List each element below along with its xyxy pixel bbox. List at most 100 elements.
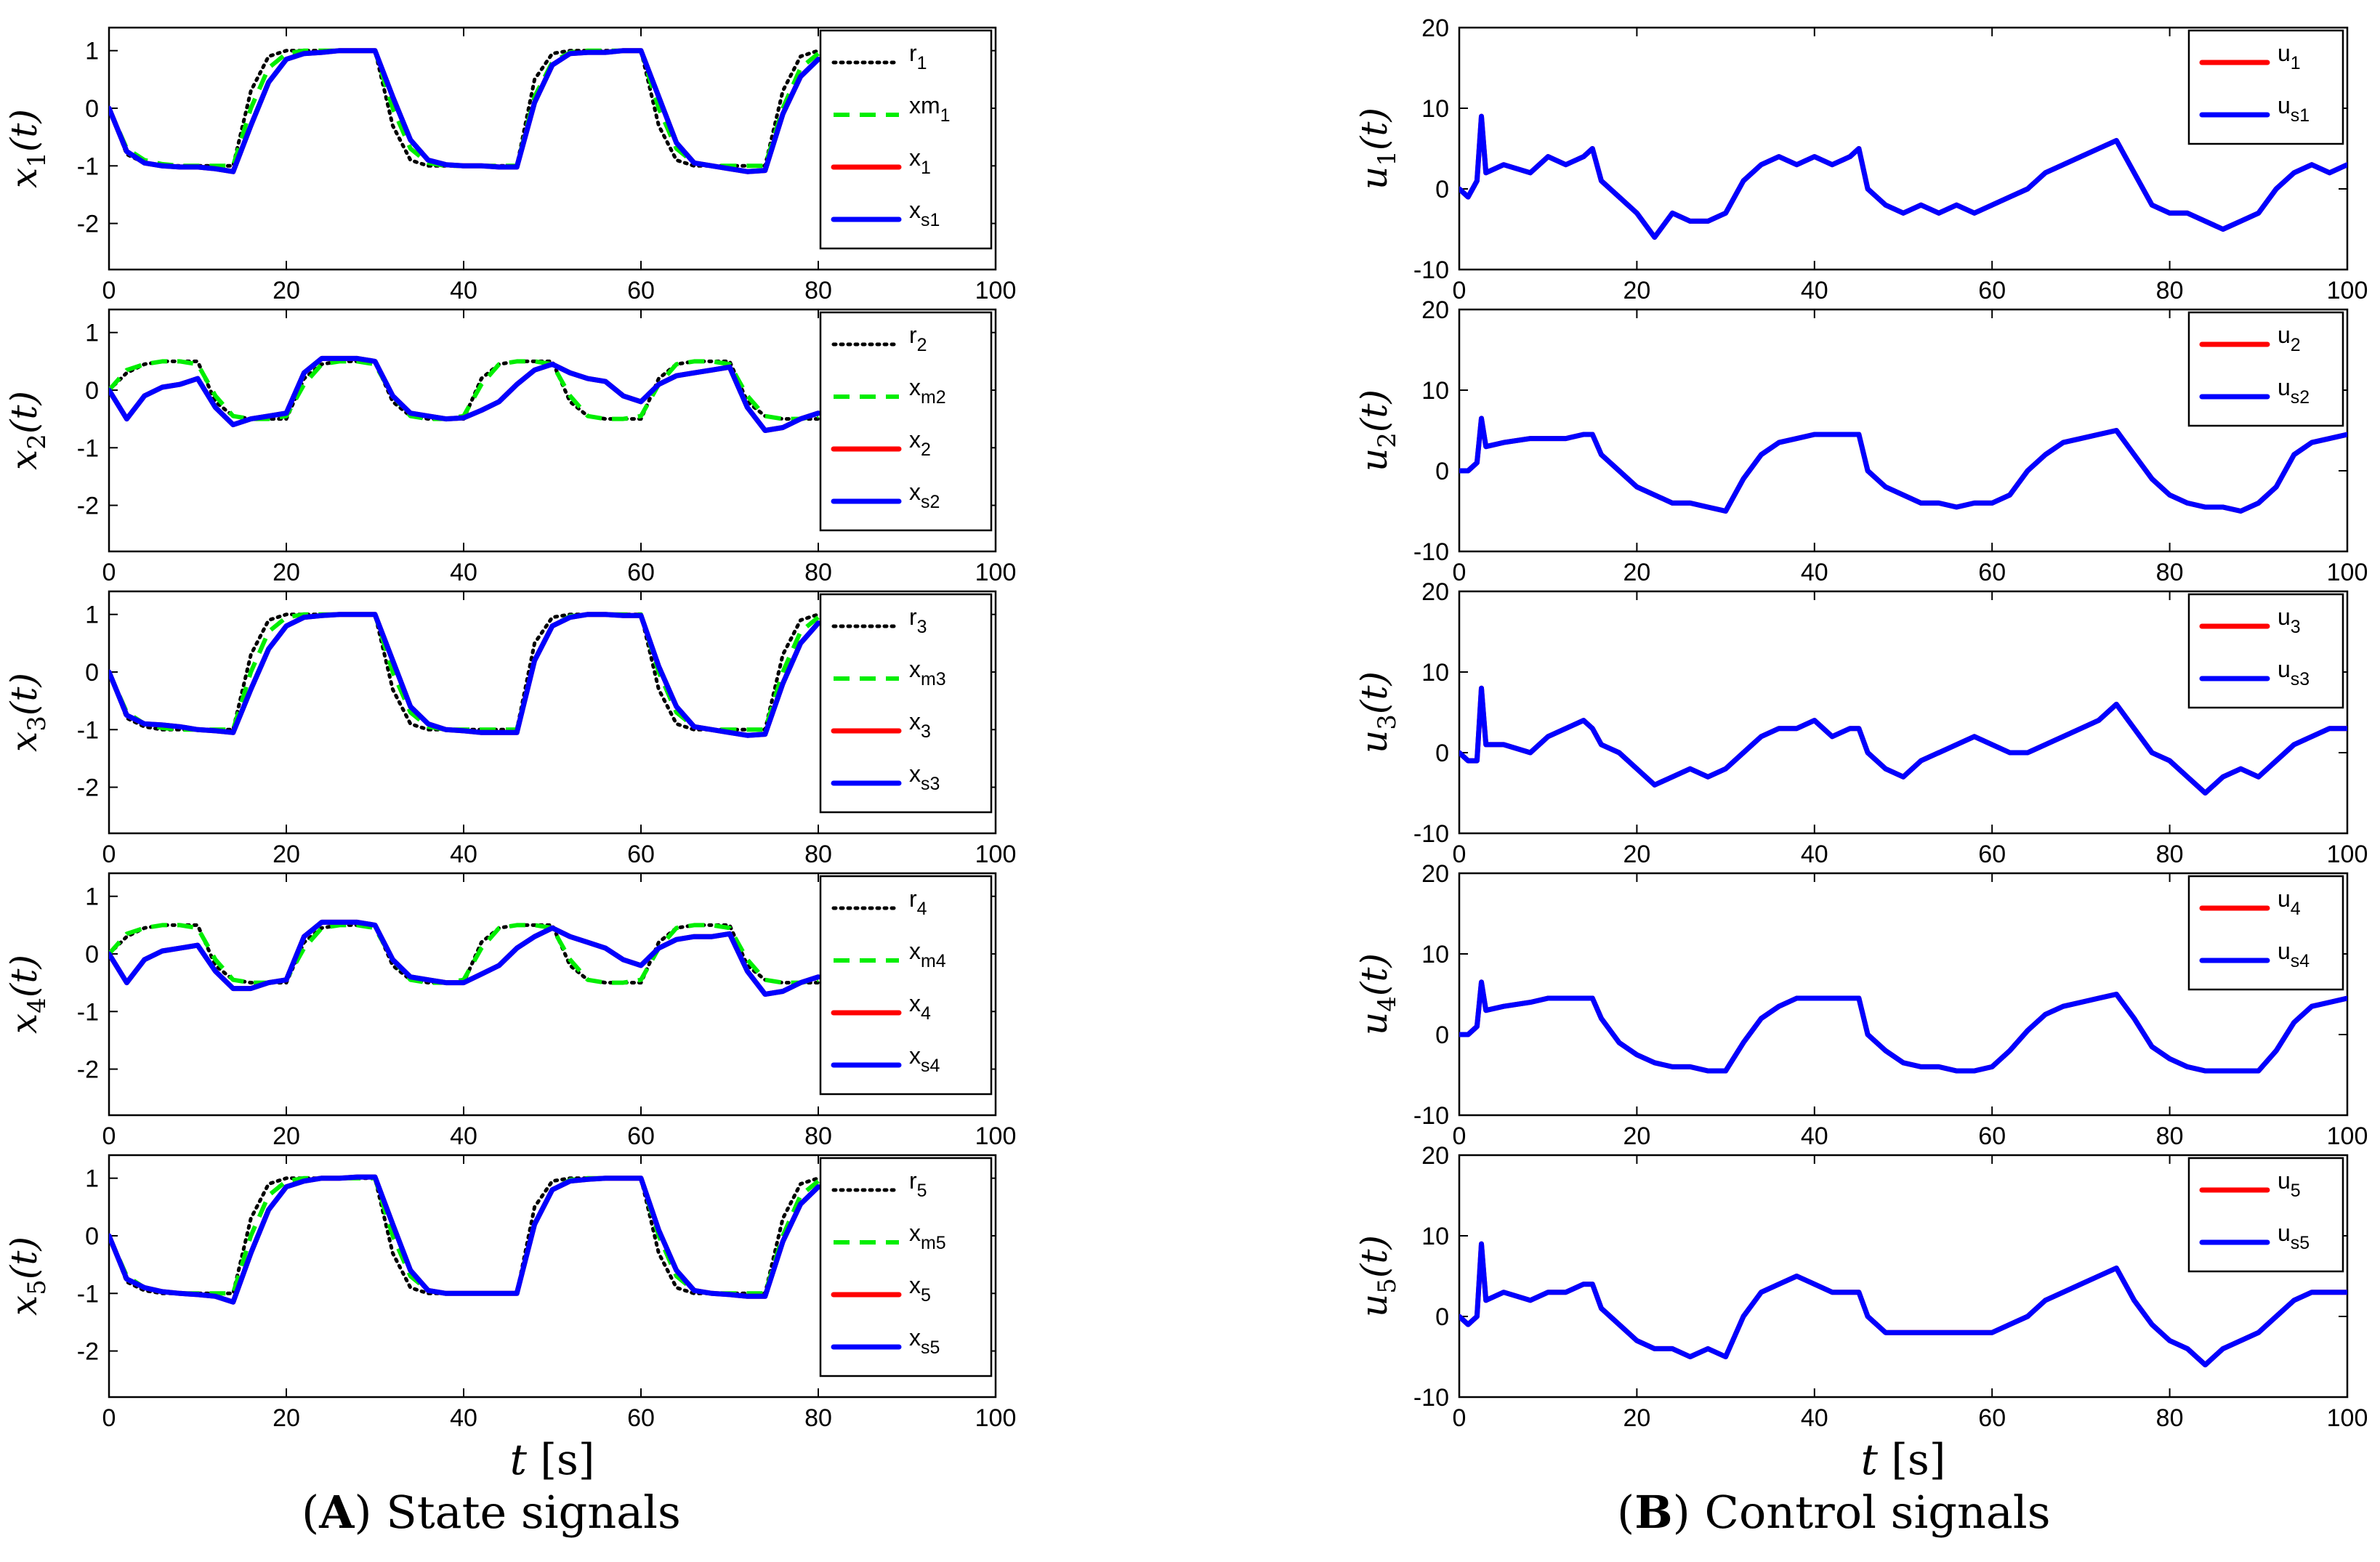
y-tick-label: 0 xyxy=(85,941,99,968)
x-tick-label: 20 xyxy=(1623,1404,1650,1432)
x-tick-label: 80 xyxy=(2156,277,2184,304)
legend-label-xm-1: xm1 xyxy=(909,92,951,126)
y-tick-label: 0 xyxy=(1435,458,1449,485)
y-tick-label: 10 xyxy=(1421,95,1449,123)
y-axis-label: u4(t) xyxy=(1353,953,1402,1035)
x-tick-label: 40 xyxy=(450,559,477,586)
y-axis-label: x5(t) xyxy=(3,1237,52,1316)
chart-x3: 0 20 40 60 80 100 1 0 -1 -2 x3(t) r3 xm3 x3 xs3 xyxy=(3,590,1016,868)
x-tick-label: 80 xyxy=(804,559,832,586)
x-tick-label: 100 xyxy=(2327,841,2368,868)
x-tick-label: 0 xyxy=(102,841,116,868)
panel-a-caption: (A) State signals xyxy=(302,1486,681,1539)
legend-label-x-5: x5 xyxy=(909,1272,931,1306)
y-tick-label: 0 xyxy=(85,95,99,123)
y-tick-label: -10 xyxy=(1413,256,1449,284)
y-tick-label: 1 xyxy=(85,320,99,347)
legend: r1 xm1 x1 xs1 xyxy=(819,29,993,250)
x-tick-label: 60 xyxy=(627,841,655,868)
x-axis-label: t [s] xyxy=(510,1435,595,1484)
legend-box xyxy=(819,311,993,532)
x-tick-label: 60 xyxy=(627,559,655,586)
legend-label-u-4: u4 xyxy=(2278,886,2301,919)
x-tick-label: 0 xyxy=(1453,841,1467,868)
y-tick-label: -2 xyxy=(77,1338,99,1366)
y-tick-label: 0 xyxy=(1435,176,1449,203)
legend: r2 xm2 x2 xs2 xyxy=(819,311,993,532)
x-tick-label: 80 xyxy=(804,1122,832,1150)
y-tick-label: 20 xyxy=(1421,15,1449,42)
series-group xyxy=(109,612,821,738)
legend-label-x-1: x1 xyxy=(909,145,931,178)
y-tick-label: -1 xyxy=(77,153,99,180)
x-tick-label: 0 xyxy=(102,277,116,304)
legend-label-r-4: r4 xyxy=(909,886,927,919)
series-line-u-s5 xyxy=(1459,1241,2347,1368)
y-axis-label: x2(t) xyxy=(3,391,52,470)
x-tick-label: 100 xyxy=(975,1122,1017,1150)
x-tick-label: 100 xyxy=(2327,277,2368,304)
legend-box xyxy=(2187,593,2344,709)
legend-label-x-3: x3 xyxy=(909,708,931,742)
legend-label-x-s4: xs4 xyxy=(909,1043,940,1076)
legend-box xyxy=(2187,311,2344,427)
y-tick-label: -1 xyxy=(77,998,99,1026)
legend-label-x-m4: xm4 xyxy=(909,938,946,971)
y-tick-label: -1 xyxy=(77,434,99,462)
x-tick-label: 60 xyxy=(627,277,655,304)
y-tick-label: 0 xyxy=(1435,1303,1449,1331)
x-tick-label: 20 xyxy=(273,1122,300,1150)
x-axis-label: t [s] xyxy=(1861,1435,1946,1484)
series-line-u-s2 xyxy=(1459,416,2347,514)
x-tick-label: 60 xyxy=(1978,1122,2006,1150)
legend-label-u-s3: us3 xyxy=(2278,656,2310,689)
x-tick-label: 40 xyxy=(450,277,477,304)
y-tick-label: 20 xyxy=(1421,296,1449,324)
series-group xyxy=(109,48,821,174)
y-tick-label: 0 xyxy=(1435,1021,1449,1049)
chart-x1: 0 20 40 60 80 100 1 0 -1 -2 x1(t) r1 xm1 x1 xs1 xyxy=(3,26,1016,304)
legend-label-x-m3: xm3 xyxy=(909,656,946,689)
y-tick-label: -1 xyxy=(77,1280,99,1308)
x-tick-label: 20 xyxy=(1623,841,1650,868)
y-tick-label: 0 xyxy=(85,1223,99,1250)
x-tick-label: 80 xyxy=(2156,559,2184,586)
y-tick-label: 10 xyxy=(1421,1223,1449,1250)
x-tick-label: 60 xyxy=(1978,277,2006,304)
x-tick-label: 80 xyxy=(804,277,832,304)
x-tick-label: 0 xyxy=(1453,277,1467,304)
y-tick-label: -2 xyxy=(77,211,99,238)
x-tick-label: 20 xyxy=(1623,1122,1650,1150)
x-tick-label: 40 xyxy=(450,1122,477,1150)
legend-label-r-5: r5 xyxy=(909,1168,927,1201)
x-tick-label: 20 xyxy=(273,841,300,868)
y-axis-label: u1(t) xyxy=(1353,108,1402,190)
series-line-u-s1 xyxy=(1459,113,2347,240)
series-group xyxy=(1459,979,2347,1074)
x-tick-label: 0 xyxy=(1453,1404,1467,1432)
legend-label-u-s2: us2 xyxy=(2278,374,2310,408)
x-tick-label: 0 xyxy=(1453,559,1467,586)
x-tick-label: 40 xyxy=(1801,277,1828,304)
series-group xyxy=(1459,416,2347,514)
panel-b-letter: B xyxy=(1634,1486,1673,1539)
legend-label-x-2: x2 xyxy=(909,426,931,460)
series-line-u-s4 xyxy=(1459,979,2347,1074)
series-group xyxy=(109,1174,821,1305)
legend-label-u-5: u5 xyxy=(2278,1168,2301,1201)
chart-x4: 0 20 40 60 80 100 1 0 -1 -2 x4(t) r4 xm4 x4 xs4 xyxy=(3,872,1017,1150)
x-tick-label: 80 xyxy=(804,1404,832,1432)
panel-b-caption-text: Control signals xyxy=(1704,1486,2051,1539)
y-tick-label: -2 xyxy=(77,1056,99,1084)
series-line-x-s3 xyxy=(109,612,821,738)
x-tick-label: 100 xyxy=(2327,1122,2368,1150)
legend-label-x-s2: xs2 xyxy=(909,479,940,512)
x-tick-label: 60 xyxy=(627,1404,655,1432)
series-line-x-m4 xyxy=(109,923,819,985)
series-line-x-s4 xyxy=(109,919,821,997)
legend: r4 xm4 x4 xs4 xyxy=(819,875,993,1096)
legend: r3 xm3 x3 xs3 xyxy=(819,593,993,814)
y-tick-label: -10 xyxy=(1413,820,1449,848)
